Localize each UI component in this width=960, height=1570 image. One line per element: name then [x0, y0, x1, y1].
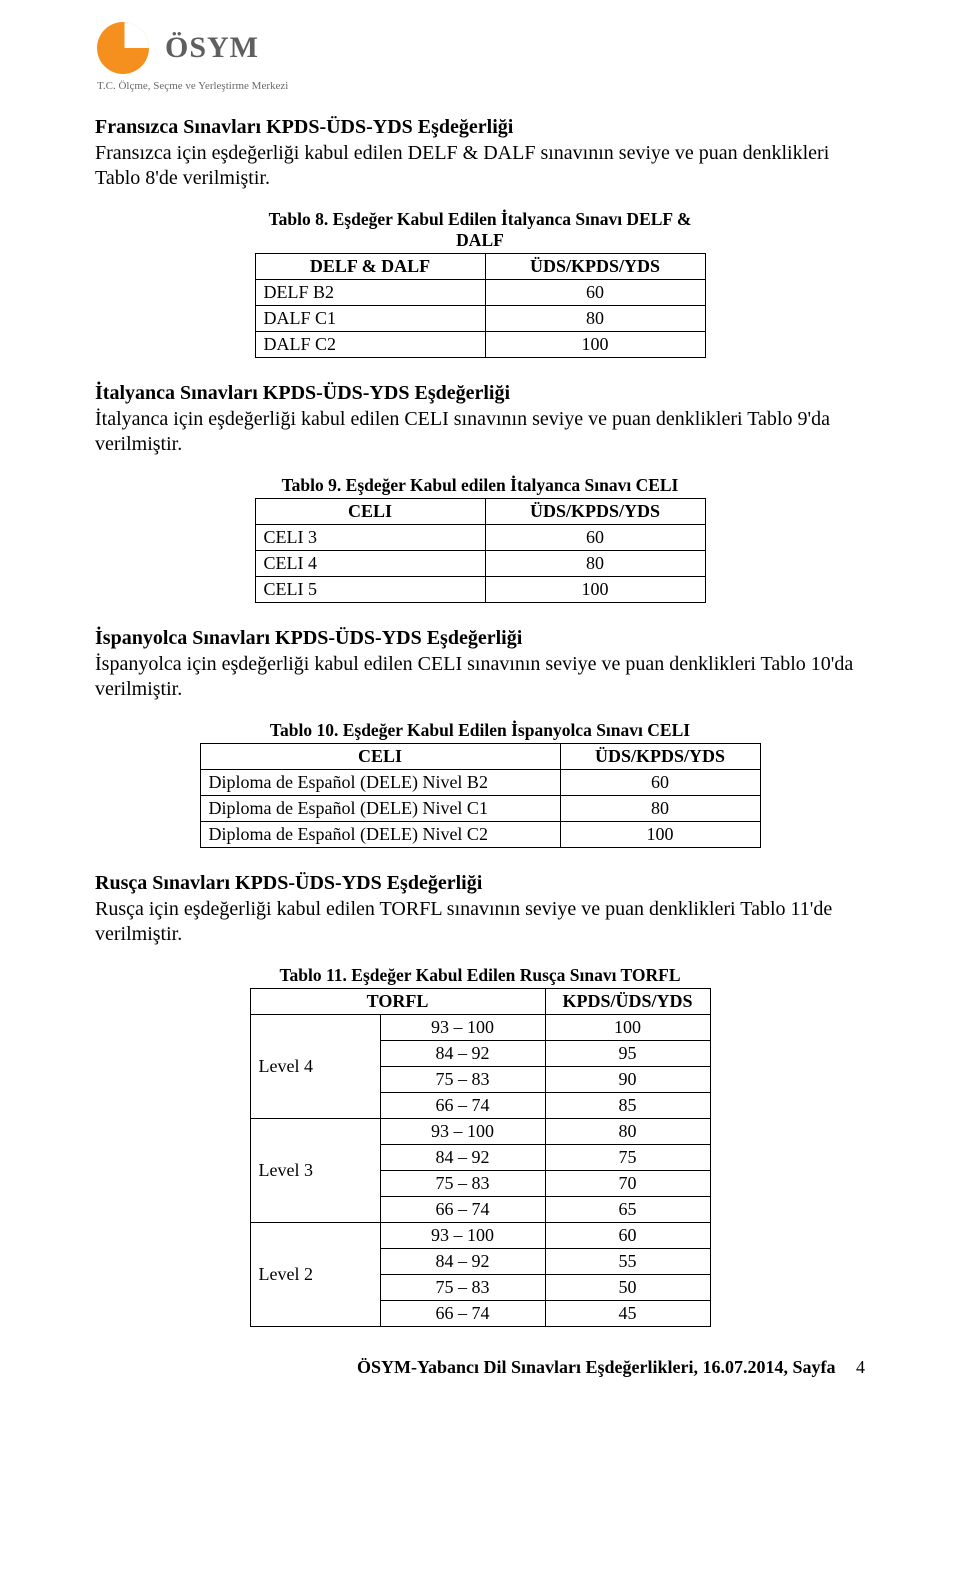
table-cell: 75 – 83 — [380, 1067, 545, 1093]
table-cell: 80 — [560, 796, 760, 822]
logo-subtitle: T.C. Ölçme, Seçme ve Yerleştirme Merkezi — [95, 80, 865, 92]
spanish-table-caption: Tablo 10. Eşdeğer Kabul Edilen İspanyolc… — [200, 720, 760, 741]
table-cell: 84 – 92 — [380, 1145, 545, 1171]
table-cell: 84 – 92 — [380, 1249, 545, 1275]
table-header-cell: KPDS/ÜDS/YDS — [545, 989, 710, 1015]
table-row: Level 493 – 100100 — [250, 1015, 710, 1041]
table-row: CELI 360 — [255, 525, 705, 551]
table-row: Diploma de Español (DELE) Nivel C2100 — [200, 822, 760, 848]
table-cell: 100 — [485, 577, 705, 603]
table-cell: Diploma de Español (DELE) Nivel B2 — [200, 770, 560, 796]
table-cell: 84 – 92 — [380, 1041, 545, 1067]
table-row: CELI 480 — [255, 551, 705, 577]
table-row: Diploma de Español (DELE) Nivel C180 — [200, 796, 760, 822]
table-cell: 50 — [545, 1275, 710, 1301]
table-cell: 93 – 100 — [380, 1015, 545, 1041]
table-cell: CELI 4 — [255, 551, 485, 577]
table-cell: 66 – 74 — [380, 1301, 545, 1327]
russian-heading: Rusça Sınavları KPDS-ÜDS-YDS Eşdeğerliği — [95, 872, 865, 895]
table-cell: 93 – 100 — [380, 1223, 545, 1249]
table-header-cell: ÜDS/KPDS/YDS — [485, 254, 705, 280]
osym-logo-icon — [95, 20, 151, 76]
table-row: Level 393 – 10080 — [250, 1119, 710, 1145]
table-cell: 80 — [485, 551, 705, 577]
table-row: CELI 5100 — [255, 577, 705, 603]
table-header-cell: ÜDS/KPDS/YDS — [485, 499, 705, 525]
french-table-caption: Tablo 8. Eşdeğer Kabul Edilen İtalyanca … — [250, 209, 710, 251]
italian-table-caption: Tablo 9. Eşdeğer Kabul edilen İtalyanca … — [250, 475, 710, 496]
table-row: DALF C180 — [255, 306, 705, 332]
russian-table-caption: Tablo 11. Eşdeğer Kabul Edilen Rusça Sın… — [250, 965, 710, 986]
logo-title: ÖSYM — [165, 31, 259, 65]
table-cell: 95 — [545, 1041, 710, 1067]
table-cell: 60 — [560, 770, 760, 796]
footer-text: ÖSYM-Yabancı Dil Sınavları Eşdeğerlikler… — [357, 1357, 836, 1377]
table-cell: 66 – 74 — [380, 1093, 545, 1119]
italian-text: İtalyanca için eşdeğerliği kabul edilen … — [95, 407, 865, 457]
table-cell: 100 — [545, 1015, 710, 1041]
table-cell: 60 — [545, 1223, 710, 1249]
table-cell: 80 — [545, 1119, 710, 1145]
table-header-cell: CELI — [200, 744, 560, 770]
table-row: DALF C2100 — [255, 332, 705, 358]
table-cell: 66 – 74 — [380, 1197, 545, 1223]
table-level-cell: Level 4 — [250, 1015, 380, 1119]
table-cell: 75 – 83 — [380, 1275, 545, 1301]
table-cell: DELF B2 — [255, 280, 485, 306]
table-cell: 75 — [545, 1145, 710, 1171]
footer: ÖSYM-Yabancı Dil Sınavları Eşdeğerlikler… — [95, 1357, 865, 1378]
table-cell: DALF C2 — [255, 332, 485, 358]
french-text: Fransızca için eşdeğerliği kabul edilen … — [95, 141, 865, 191]
table-header-cell: TORFL — [250, 989, 545, 1015]
table-cell: 90 — [545, 1067, 710, 1093]
table-cell: 100 — [485, 332, 705, 358]
table-cell: 70 — [545, 1171, 710, 1197]
table-cell: 100 — [560, 822, 760, 848]
table-cell: Diploma de Español (DELE) Nivel C2 — [200, 822, 560, 848]
table-cell: DALF C1 — [255, 306, 485, 332]
french-heading: Fransızca Sınavları KPDS-ÜDS-YDS Eşdeğer… — [95, 116, 865, 139]
table-header-cell: ÜDS/KPDS/YDS — [560, 744, 760, 770]
table-level-cell: Level 2 — [250, 1223, 380, 1327]
table-cell: 60 — [485, 525, 705, 551]
table-row: DELF B260 — [255, 280, 705, 306]
russian-table: TORFLKPDS/ÜDS/YDSLevel 493 – 10010084 – … — [250, 988, 711, 1327]
table-cell: 65 — [545, 1197, 710, 1223]
table-cell: CELI 5 — [255, 577, 485, 603]
logo-row: ÖSYM — [95, 20, 865, 76]
table-cell: 85 — [545, 1093, 710, 1119]
french-table: DELF & DALFÜDS/KPDS/YDSDELF B260DALF C18… — [255, 253, 706, 358]
table-header-cell: CELI — [255, 499, 485, 525]
russian-text: Rusça için eşdeğerliği kabul edilen TORF… — [95, 897, 865, 947]
table-level-cell: Level 3 — [250, 1119, 380, 1223]
table-cell: 60 — [485, 280, 705, 306]
table-cell: 55 — [545, 1249, 710, 1275]
spanish-text: İspanyolca için eşdeğerliği kabul edilen… — [95, 652, 865, 702]
logo-block: ÖSYM T.C. Ölçme, Seçme ve Yerleştirme Me… — [95, 20, 865, 92]
table-cell: 45 — [545, 1301, 710, 1327]
table-header-cell: DELF & DALF — [255, 254, 485, 280]
italian-table: CELIÜDS/KPDS/YDSCELI 360CELI 480CELI 510… — [255, 498, 706, 603]
table-row: Diploma de Español (DELE) Nivel B260 — [200, 770, 760, 796]
spanish-table: CELIÜDS/KPDS/YDSDiploma de Español (DELE… — [200, 743, 761, 848]
table-row: Level 293 – 10060 — [250, 1223, 710, 1249]
spanish-heading: İspanyolca Sınavları KPDS-ÜDS-YDS Eşdeğe… — [95, 627, 865, 650]
table-cell: Diploma de Español (DELE) Nivel C1 — [200, 796, 560, 822]
document-page: ÖSYM T.C. Ölçme, Seçme ve Yerleştirme Me… — [0, 0, 960, 1398]
table-cell: 93 – 100 — [380, 1119, 545, 1145]
page-number: 4 — [840, 1357, 865, 1377]
italian-heading: İtalyanca Sınavları KPDS-ÜDS-YDS Eşdeğer… — [95, 382, 865, 405]
table-cell: 75 – 83 — [380, 1171, 545, 1197]
table-cell: 80 — [485, 306, 705, 332]
table-cell: CELI 3 — [255, 525, 485, 551]
